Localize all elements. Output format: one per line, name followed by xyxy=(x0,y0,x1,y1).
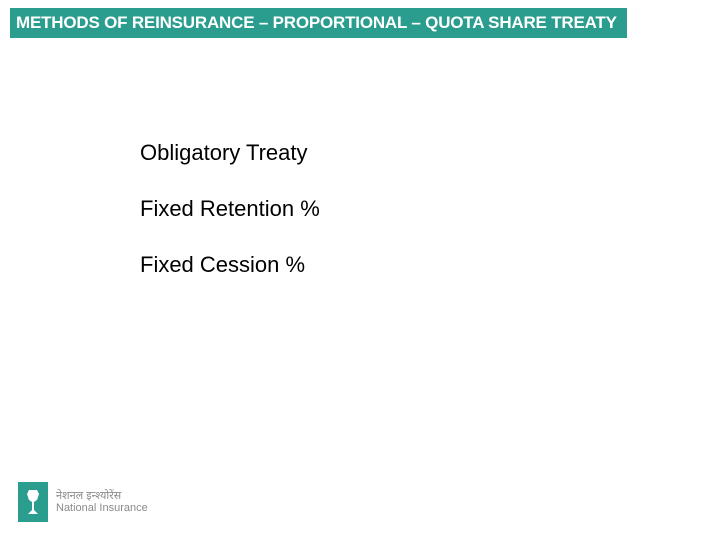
logo-badge xyxy=(18,482,48,522)
trophy-icon xyxy=(24,488,42,516)
logo-text-block: नेशनल इन्श्योरेंस National Insurance xyxy=(56,490,148,514)
logo-text-hindi: नेशनल इन्श्योरेंस xyxy=(56,490,148,502)
list-item: Fixed Retention % xyxy=(140,196,320,222)
title-bar-text: METHODS OF REINSURANCE – PROPORTIONAL – … xyxy=(16,13,617,33)
body-list: Obligatory Treaty Fixed Retention % Fixe… xyxy=(140,140,320,308)
title-bar: METHODS OF REINSURANCE – PROPORTIONAL – … xyxy=(10,8,627,38)
list-item: Obligatory Treaty xyxy=(140,140,320,166)
logo-text-english: National Insurance xyxy=(56,502,148,514)
logo-area: नेशनल इन्श्योरेंस National Insurance xyxy=(18,482,148,522)
list-item: Fixed Cession % xyxy=(140,252,320,278)
slide: METHODS OF REINSURANCE – PROPORTIONAL – … xyxy=(0,0,720,540)
